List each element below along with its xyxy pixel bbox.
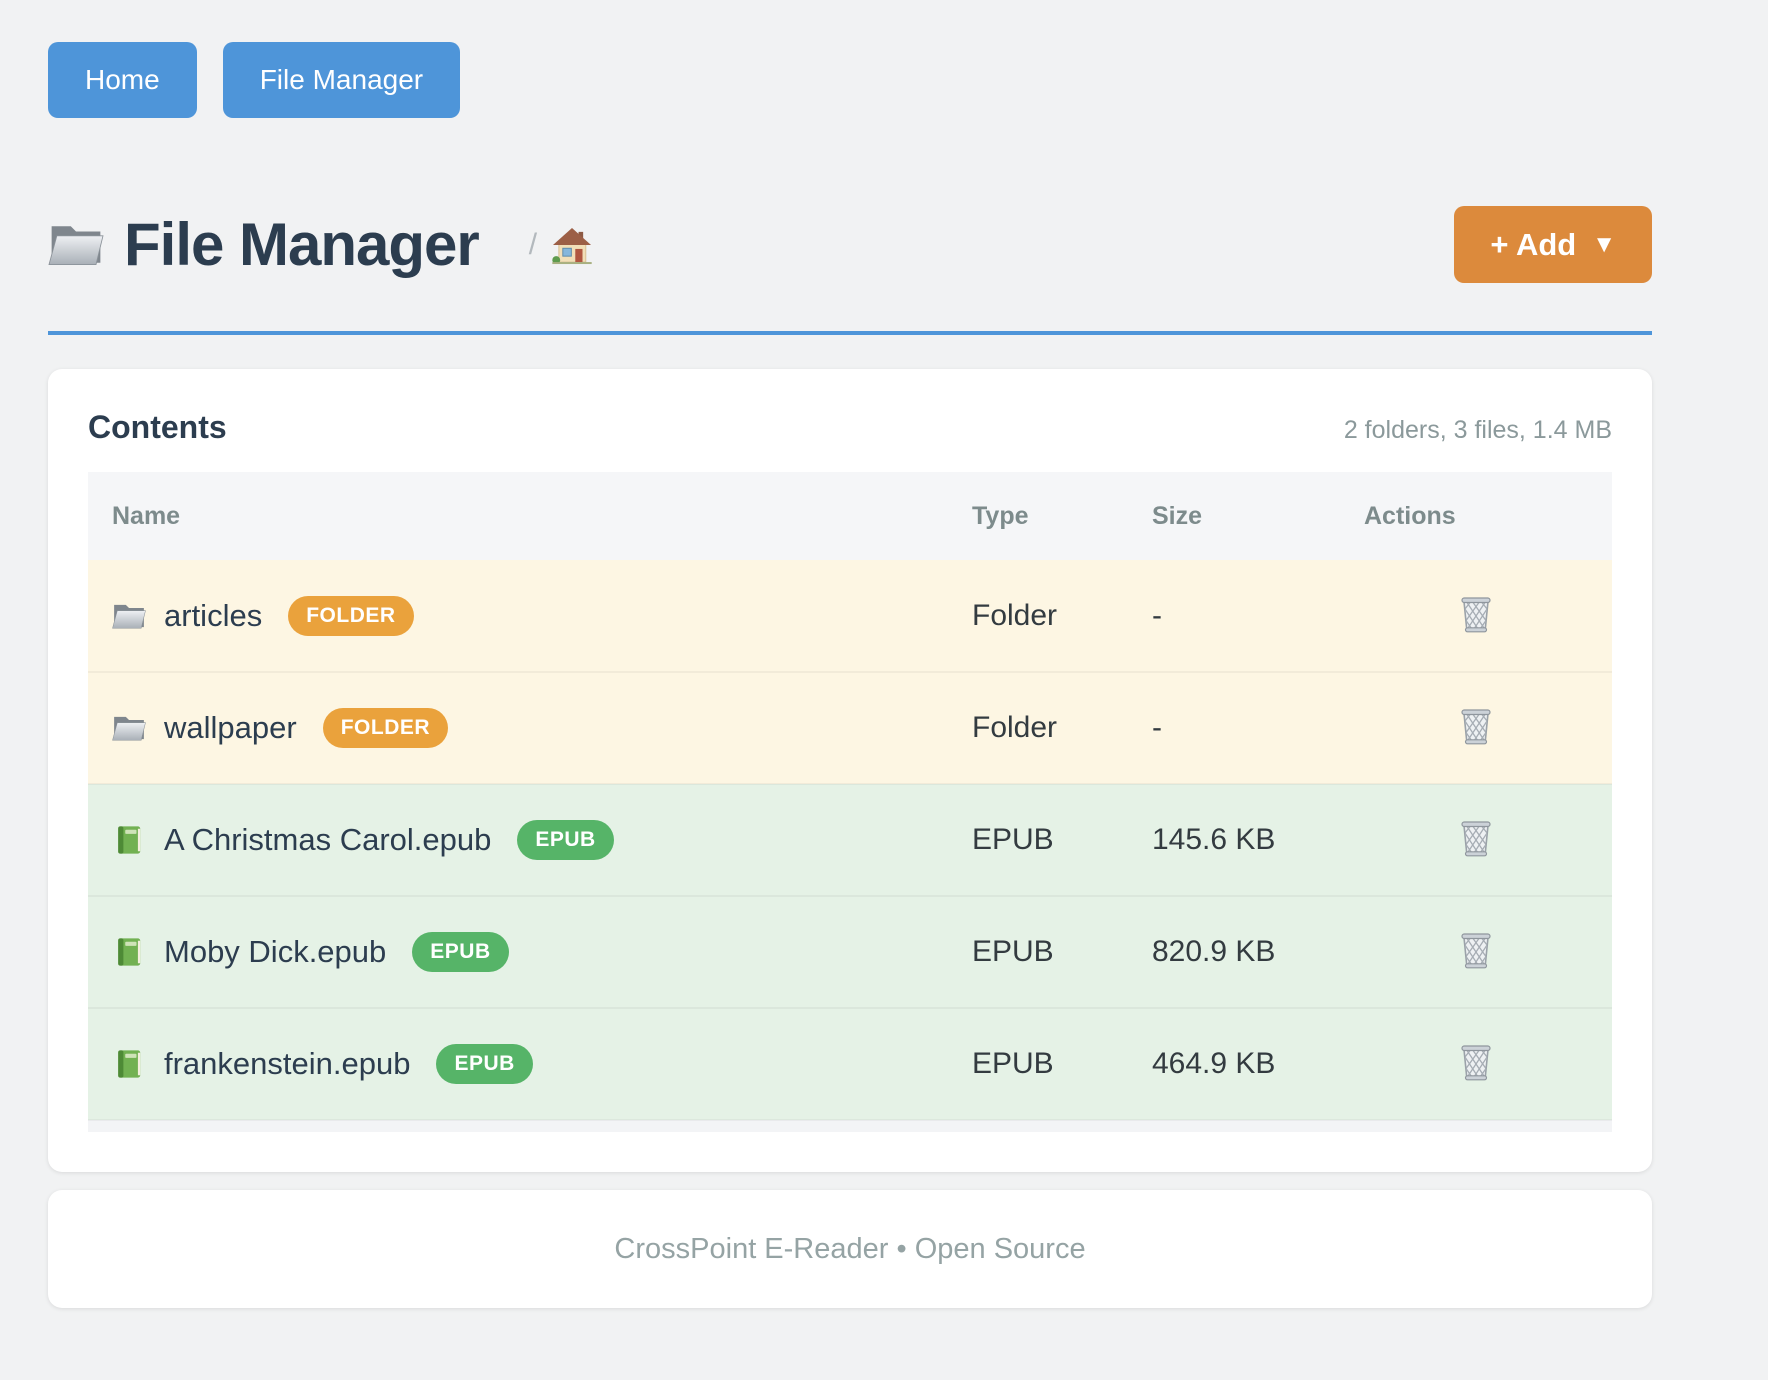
breadcrumb: / — [529, 224, 593, 266]
trash-icon — [1458, 1071, 1494, 1086]
book-icon — [112, 825, 146, 855]
folder-icon — [48, 221, 104, 268]
table-row: A Christmas Carol.epub EPUB EPUB 145.6 K… — [88, 783, 1612, 896]
table-row: articles FOLDER Folder - — [88, 560, 1612, 672]
row-size: 464.9 KB — [1128, 1007, 1340, 1120]
contents-card: Contents 2 folders, 3 files, 1.4 MB Name… — [48, 369, 1652, 1172]
row-name[interactable]: articles — [164, 597, 263, 633]
trash-icon — [1458, 959, 1494, 974]
table-row: wallpaper FOLDER Folder - — [88, 671, 1612, 784]
trash-icon — [1458, 623, 1494, 638]
top-nav: Home File Manager — [48, 42, 1652, 118]
row-badge: EPUB — [412, 932, 509, 972]
column-header-type: Type — [972, 501, 1029, 530]
book-icon — [112, 1049, 146, 1079]
file-manager-button[interactable]: File Manager — [222, 42, 461, 118]
page-header: File Manager / + Add ▼ — [48, 206, 1652, 335]
folder-icon — [112, 601, 146, 631]
row-badge: EPUB — [436, 1044, 533, 1084]
folder-icon — [112, 713, 146, 743]
column-header-name: Name — [112, 501, 181, 530]
delete-button[interactable] — [1454, 925, 1498, 975]
row-size: - — [1152, 598, 1162, 632]
delete-button[interactable] — [1454, 589, 1498, 639]
table-row: frankenstein.epub EPUB EPUB 464.9 KB — [88, 1007, 1612, 1120]
row-name[interactable]: Moby Dick.epub — [164, 934, 387, 969]
contents-table: Name Type Size Actions articles FOLDER F… — [88, 472, 1612, 1132]
row-badge: FOLDER — [322, 708, 449, 748]
delete-button[interactable] — [1454, 1037, 1498, 1087]
page-container: Home File Manager File Manager / + Add ▼… — [48, 0, 1652, 1308]
row-type: Folder — [972, 598, 1058, 632]
home-icon[interactable] — [551, 224, 593, 266]
add-button[interactable]: + Add ▼ — [1454, 206, 1652, 283]
row-size: 820.9 KB — [1128, 895, 1340, 1008]
book-icon — [112, 937, 146, 967]
row-type: EPUB — [948, 783, 1128, 896]
row-type: Folder — [948, 671, 1128, 784]
contents-table-foot — [88, 1119, 1612, 1132]
contents-table-body: articles FOLDER Folder - wallpaper FOLDE… — [88, 560, 1612, 1120]
delete-button[interactable] — [1454, 813, 1498, 863]
row-badge: FOLDER — [288, 595, 414, 636]
contents-heading: Contents — [88, 409, 227, 445]
footer-card: CrossPoint E-Reader • Open Source — [48, 1190, 1652, 1308]
contents-summary: 2 folders, 3 files, 1.4 MB — [1343, 416, 1612, 444]
trash-icon — [1458, 847, 1494, 862]
page-title: File Manager — [124, 211, 480, 278]
footer-text: CrossPoint E-Reader • Open Source — [614, 1232, 1086, 1265]
row-type: EPUB — [948, 1007, 1128, 1120]
add-button-label: + Add — [1490, 226, 1577, 262]
column-header-actions: Actions — [1364, 501, 1456, 530]
chevron-down-icon: ▼ — [1592, 230, 1616, 258]
breadcrumb-separator: / — [528, 227, 538, 261]
column-header-size: Size — [1152, 501, 1203, 530]
row-badge: EPUB — [517, 820, 614, 860]
page-title-group: File Manager / — [48, 210, 593, 279]
home-button[interactable]: Home — [48, 42, 197, 118]
row-size: 145.6 KB — [1128, 783, 1340, 896]
table-row: Moby Dick.epub EPUB EPUB 820.9 KB — [88, 895, 1612, 1008]
row-type: EPUB — [948, 895, 1128, 1008]
row-size: - — [1128, 671, 1340, 784]
row-name[interactable]: A Christmas Carol.epub — [164, 822, 492, 857]
row-name[interactable]: wallpaper — [164, 710, 297, 745]
contents-table-head: Name Type Size Actions — [88, 472, 1612, 560]
contents-card-header: Contents 2 folders, 3 files, 1.4 MB — [88, 409, 1612, 446]
row-name[interactable]: frankenstein.epub — [164, 1046, 411, 1081]
trash-icon — [1458, 735, 1494, 750]
delete-button[interactable] — [1454, 701, 1498, 751]
